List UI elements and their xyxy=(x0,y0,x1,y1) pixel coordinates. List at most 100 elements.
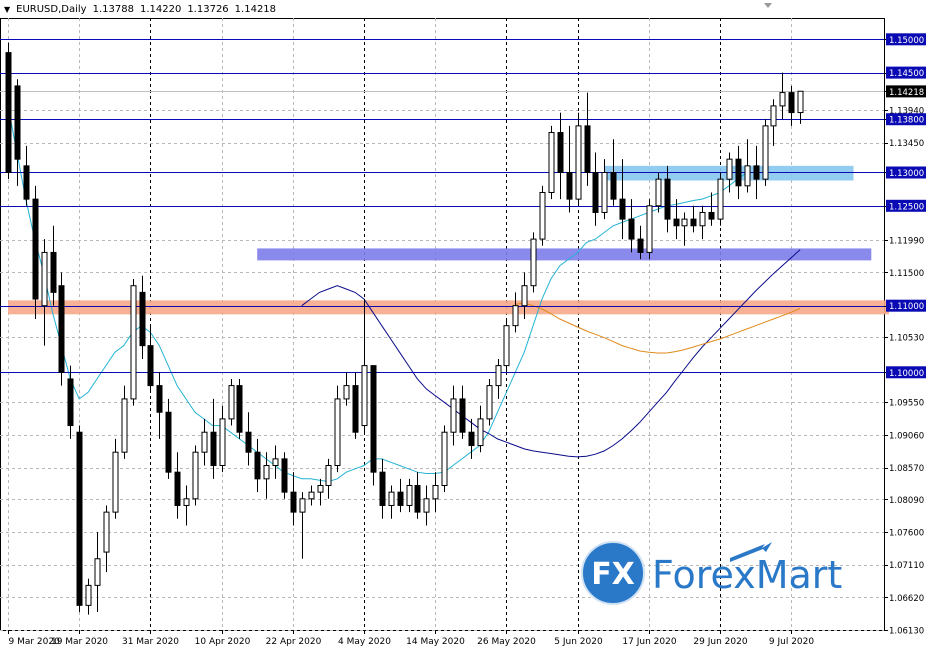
candle-body xyxy=(165,411,172,473)
level-tag xyxy=(886,66,926,79)
candle-body xyxy=(521,285,528,307)
candle-body xyxy=(530,238,537,287)
candle-body xyxy=(192,451,199,500)
candle-body xyxy=(441,431,448,486)
candle-body xyxy=(423,498,430,513)
close-value: 1.14218 xyxy=(234,4,277,15)
y-tick-label: 1.11990 xyxy=(889,236,924,246)
logo-arrow-icon xyxy=(730,542,772,562)
y-tick-label: 1.09550 xyxy=(889,399,924,409)
candle-body xyxy=(575,125,582,200)
candle-body xyxy=(655,178,662,207)
y-tick-label: 1.06130 xyxy=(889,627,924,637)
candle-body xyxy=(139,291,146,347)
candle-body xyxy=(762,125,769,180)
candle-body xyxy=(477,418,484,447)
chart-shift-marker-icon xyxy=(764,3,772,8)
dropdown-triangle-icon[interactable]: ▼ xyxy=(4,5,11,14)
candle-body xyxy=(50,251,57,293)
candle-body xyxy=(459,398,466,433)
candle-body xyxy=(664,178,671,220)
current-price-tag xyxy=(886,85,926,98)
candle-body xyxy=(584,125,591,173)
candle-body xyxy=(130,285,137,400)
candle-body xyxy=(690,218,697,227)
candle-body xyxy=(183,498,190,506)
symbol-label: EURUSD,Daily xyxy=(16,4,87,15)
candle-body xyxy=(601,171,608,213)
candle-body xyxy=(121,398,128,453)
y-tick-label: 1.14500 xyxy=(889,69,924,79)
candle-body xyxy=(699,211,706,227)
candle-body xyxy=(770,105,777,127)
candle-body xyxy=(450,398,457,433)
forexmart-logo: FX ForexMart xyxy=(580,538,870,608)
logo-fx-text: FX xyxy=(591,557,635,592)
candle-body xyxy=(681,218,688,227)
candle-body xyxy=(156,385,163,413)
candle-body xyxy=(334,398,341,467)
zone-rect xyxy=(257,248,872,261)
candle-body xyxy=(610,171,617,200)
candle-body xyxy=(76,431,83,606)
candle-body xyxy=(717,178,724,220)
candle-body xyxy=(797,90,804,114)
level-tag xyxy=(886,199,926,212)
y-tick-label: 1.09060 xyxy=(889,431,924,441)
candle-body xyxy=(628,218,635,240)
level-tag xyxy=(886,166,926,179)
y-tick-label: 1.13000 xyxy=(889,169,924,179)
y-tick-label: 1.06620 xyxy=(889,594,924,604)
y-tick-label: 1.07110 xyxy=(889,561,924,571)
x-tick-label: 14 May 2020 xyxy=(406,637,465,647)
candle-body xyxy=(254,451,261,480)
candle-body xyxy=(708,211,715,220)
candle-body xyxy=(245,431,252,453)
level-tag xyxy=(886,299,926,312)
x-tick-label: 5 Jun 2020 xyxy=(554,637,603,647)
level-tag xyxy=(886,113,926,126)
candle-body xyxy=(388,491,395,506)
candle-body xyxy=(557,132,564,173)
candle-body xyxy=(486,385,493,420)
candle-body xyxy=(281,458,288,493)
candle-body xyxy=(619,198,626,220)
x-tick-label: 9 Jul 2020 xyxy=(769,637,814,647)
y-tick-label: 1.12500 xyxy=(889,202,924,212)
candle-body xyxy=(14,85,21,160)
candle-body xyxy=(41,251,48,307)
candle-body xyxy=(379,471,386,506)
ma-mid-line xyxy=(301,249,801,458)
candle-body xyxy=(370,365,377,473)
y-tick-label: 1.11500 xyxy=(889,269,924,279)
candle-body xyxy=(299,498,306,513)
candle-body xyxy=(361,365,368,427)
candle-body xyxy=(325,465,332,486)
level-tag xyxy=(886,366,926,379)
candle-body xyxy=(495,365,502,387)
x-tick-label: 10 Apr 2020 xyxy=(195,637,251,647)
open-value: 1.13788 xyxy=(92,4,134,15)
candle-body xyxy=(58,285,65,373)
candle-body xyxy=(67,378,74,427)
candle-body xyxy=(592,171,599,213)
y-tick-label: 1.07600 xyxy=(889,529,924,539)
candle-body xyxy=(566,171,573,200)
candle-body xyxy=(414,484,421,513)
candle-body xyxy=(236,385,243,433)
level-tag xyxy=(886,33,926,46)
candle-body xyxy=(210,431,217,467)
x-tick-label: 9 Mar 2020 xyxy=(9,637,61,647)
candle-body xyxy=(744,165,751,187)
candle-body xyxy=(343,385,350,400)
x-tick-label: 22 Apr 2020 xyxy=(266,637,322,647)
candle-body xyxy=(539,191,546,240)
candle-body xyxy=(263,465,270,480)
candle-body xyxy=(779,92,786,107)
candle-body xyxy=(397,491,404,506)
y-tick-label: 1.13940 xyxy=(889,106,924,116)
y-tick-label: 1.15000 xyxy=(889,36,924,46)
candle-body xyxy=(637,238,644,253)
